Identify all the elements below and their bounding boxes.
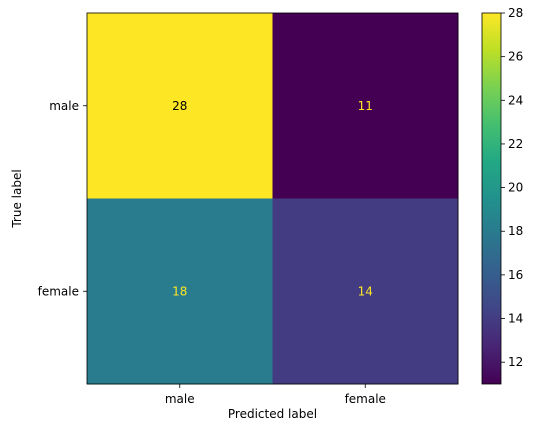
x-tick-label: female xyxy=(345,392,386,406)
colorbar-tick-label: 14 xyxy=(508,312,523,326)
colorbar-tick-label: 28 xyxy=(508,6,523,20)
heatmap-cell xyxy=(272,198,459,385)
plot-frame xyxy=(86,12,459,385)
y-tick-label: male xyxy=(49,99,79,113)
colorbar-frame xyxy=(481,12,502,385)
heatmap-cells xyxy=(87,13,459,385)
cell-value-label: 14 xyxy=(358,284,373,298)
cell-value-label: 28 xyxy=(172,99,187,113)
colorbar-tick-label: 26 xyxy=(508,50,523,64)
cell-value-label: 11 xyxy=(358,99,373,113)
colorbar-tick-label: 12 xyxy=(508,355,523,369)
heatmap-cell-labels: 28 11 18 14 xyxy=(172,99,373,299)
heatmap-cell xyxy=(87,13,273,199)
colorbar-tick-label: 16 xyxy=(508,268,523,282)
colorbar-tick-label: 24 xyxy=(508,93,523,107)
colorbar-tick-label: 18 xyxy=(508,224,523,238)
cell-value-label: 18 xyxy=(172,284,187,298)
x-axis-title: Predicted label xyxy=(228,407,317,421)
colorbar: 12 14 16 18 20 22 24 26 28 xyxy=(481,6,523,385)
heatmap-cell xyxy=(272,13,459,199)
x-tick-label: male xyxy=(165,392,195,406)
colorbar-tick-label: 20 xyxy=(508,181,523,195)
colorbar-gradient xyxy=(482,13,501,384)
y-axis-title: True label xyxy=(10,169,24,228)
y-tick-label: female xyxy=(38,284,79,298)
x-axis-ticks: male female xyxy=(165,384,386,406)
y-axis-ticks: male female xyxy=(38,99,87,298)
colorbar-tick-label: 22 xyxy=(508,137,523,151)
heatmap-cell xyxy=(87,198,273,385)
